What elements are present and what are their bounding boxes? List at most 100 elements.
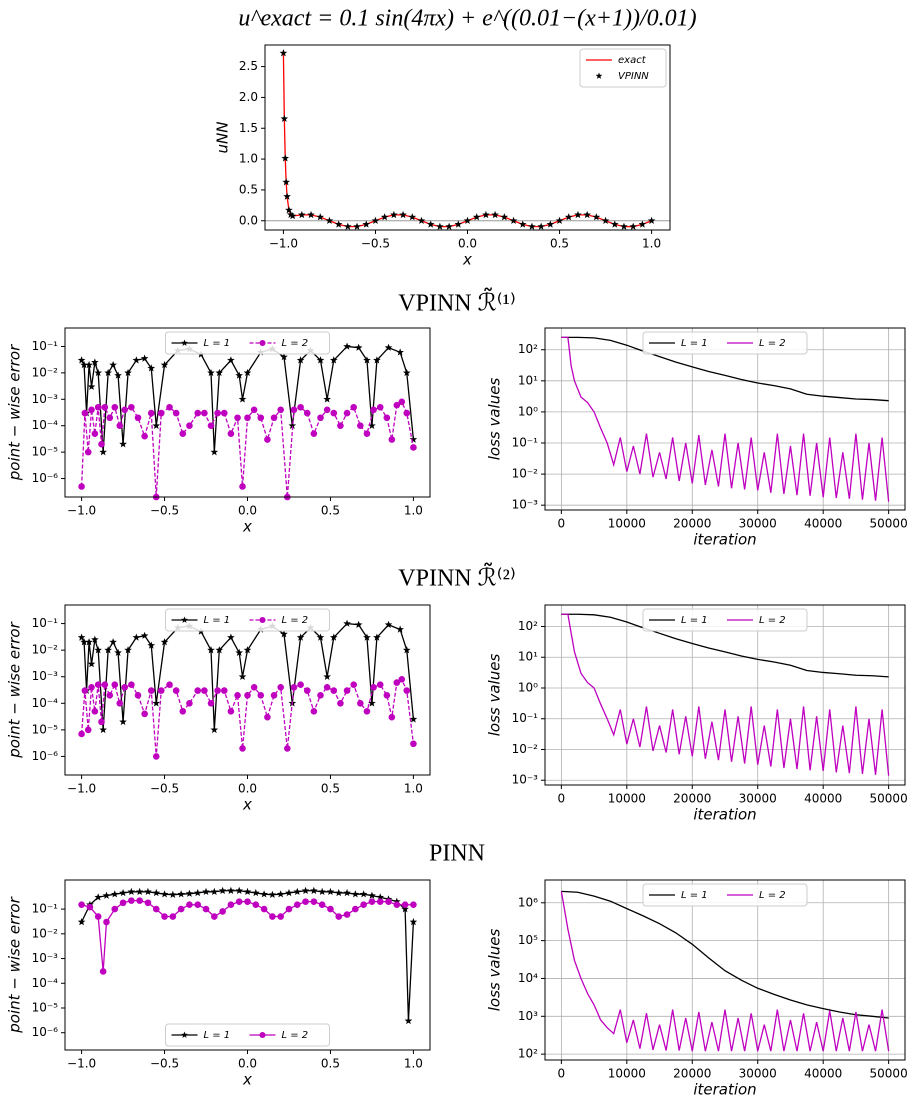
star-marker xyxy=(343,342,351,350)
legend-label: L = 1 xyxy=(204,615,231,626)
legend-label: L = 1 xyxy=(681,338,708,349)
legend: L = 1 L = 2 xyxy=(165,1023,330,1047)
circle-marker xyxy=(84,726,92,734)
circle-marker xyxy=(257,414,265,422)
x-tick-label: 1.0 xyxy=(642,237,661,251)
circle-marker xyxy=(116,699,124,707)
star-marker xyxy=(94,646,102,654)
circle-marker xyxy=(383,414,391,422)
circle-marker xyxy=(98,718,105,726)
x-tick-label: 50000 xyxy=(870,517,908,531)
circle-marker xyxy=(211,913,218,920)
star-marker xyxy=(334,220,343,228)
circle-marker xyxy=(330,409,338,417)
x-tick-label: 0.5 xyxy=(321,782,340,796)
y-tick-label: 1.0 xyxy=(239,152,258,166)
circle-marker xyxy=(357,422,364,430)
y-tick-label: 2.5 xyxy=(239,59,258,73)
circle-marker xyxy=(78,483,85,490)
star-marker xyxy=(210,448,219,456)
star-marker xyxy=(152,699,161,707)
circle-marker xyxy=(257,691,265,699)
y-tick-label: 10¹ xyxy=(518,650,538,664)
circle-marker xyxy=(403,687,411,694)
star-marker xyxy=(127,887,136,896)
circle-marker xyxy=(335,913,343,920)
circle-marker xyxy=(88,683,95,691)
x-axis-label: x xyxy=(462,251,472,269)
circle-marker xyxy=(398,675,406,683)
x-tick-label: 0 xyxy=(558,1067,566,1081)
star-marker xyxy=(472,213,481,221)
star-marker xyxy=(564,213,573,221)
circle-marker xyxy=(383,691,391,699)
star-marker xyxy=(323,395,331,403)
star-marker xyxy=(109,638,117,646)
circle-marker xyxy=(297,681,304,689)
star-marker xyxy=(334,888,343,897)
circle-marker xyxy=(103,918,110,926)
star-marker xyxy=(210,725,219,734)
y-tick-label: 0.0 xyxy=(239,213,258,227)
y-tick-label: 10⁻³ xyxy=(32,669,59,683)
star-marker xyxy=(280,114,289,122)
circle-marker xyxy=(136,897,143,904)
star-marker xyxy=(409,918,418,926)
circle-marker xyxy=(98,440,105,448)
star-marker xyxy=(393,897,401,905)
star-marker xyxy=(307,210,315,219)
circle-marker xyxy=(207,422,215,430)
x-tick-label: 10000 xyxy=(608,792,646,806)
star-marker xyxy=(102,891,111,899)
x-tick-label: 30000 xyxy=(739,517,777,531)
x-tick-label: 1.0 xyxy=(404,782,423,796)
x-tick-label: 1.0 xyxy=(404,1057,423,1071)
circle-marker xyxy=(94,403,102,411)
y-tick-label: 10⁻¹ xyxy=(32,616,59,630)
x-axis-label: x xyxy=(242,1071,252,1089)
y-tick-label: 10⁻⁶ xyxy=(32,471,59,485)
circle-marker xyxy=(161,913,168,920)
star-marker xyxy=(638,220,647,228)
star-marker xyxy=(152,421,161,429)
x-axis-label: iteration xyxy=(693,1081,756,1099)
circle-marker xyxy=(235,898,243,905)
star-marker xyxy=(298,210,306,219)
star-marker xyxy=(310,886,318,895)
star-marker xyxy=(373,356,381,364)
circle-marker xyxy=(260,905,268,913)
star-marker xyxy=(296,356,305,364)
circle-marker xyxy=(121,406,129,414)
star-marker xyxy=(402,368,411,377)
star-marker xyxy=(140,354,149,362)
circle-marker xyxy=(194,687,202,694)
legend-box xyxy=(165,608,330,632)
x-tick-label: −1.0 xyxy=(67,1057,96,1071)
circle-marker xyxy=(310,707,318,715)
circle-marker xyxy=(343,911,351,918)
circle-marker xyxy=(99,968,107,975)
y-axis-label: point − wise error xyxy=(6,344,24,481)
circle-marker xyxy=(270,691,278,699)
star-marker xyxy=(482,210,490,219)
circle-marker xyxy=(410,901,417,909)
star-marker xyxy=(325,216,334,224)
star-marker xyxy=(147,641,156,649)
circle-marker xyxy=(363,430,371,437)
legend-box xyxy=(642,608,808,632)
y-axis-label: loss values xyxy=(486,378,504,461)
x-tick-label: 50000 xyxy=(870,1067,908,1081)
series-line xyxy=(81,899,414,972)
y-tick-label: 10⁻⁵ xyxy=(32,1000,59,1014)
y-tick-label: 10⁻⁵ xyxy=(32,722,59,736)
circle-marker xyxy=(290,683,298,691)
star-marker xyxy=(409,715,418,723)
star-marker xyxy=(285,888,293,897)
y-tick-label: 10² xyxy=(518,342,538,356)
circle-marker xyxy=(343,409,351,417)
circle-marker xyxy=(177,905,185,913)
y-tick-label: 10⁰ xyxy=(518,680,538,694)
y-tick-label: 10⁻¹ xyxy=(512,436,539,450)
star-marker xyxy=(77,918,86,926)
y-axis-label: loss values xyxy=(486,929,504,1012)
